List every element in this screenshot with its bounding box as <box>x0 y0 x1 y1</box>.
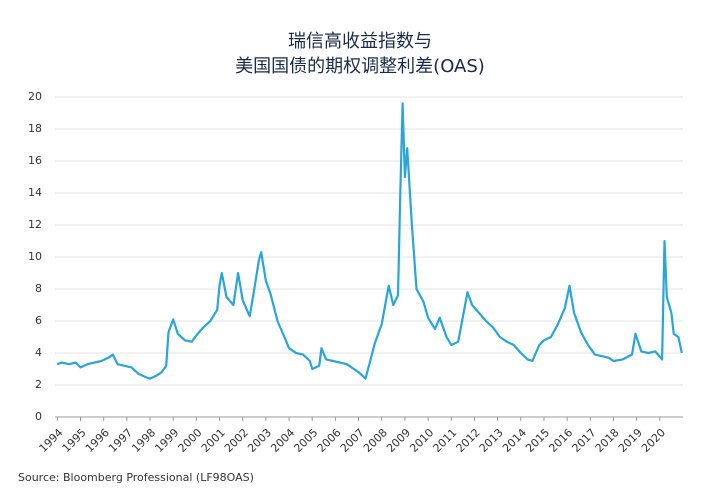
chart-title: 美国国债的期权调整利差(OAS) <box>235 56 485 77</box>
y-tick-label: 8 <box>35 282 42 295</box>
x-tick-label: 2018 <box>593 426 622 455</box>
x-tick-label: 1994 <box>37 426 66 455</box>
x-tick-label: 1996 <box>83 426 112 455</box>
source: Source: Bloomberg Professional (LF98OAS) <box>18 471 254 484</box>
x-tick-label: 2011 <box>431 426 460 455</box>
x-tick-label: 2002 <box>222 426 251 455</box>
x-tick-label: 2007 <box>338 426 367 455</box>
y-tick-label: 4 <box>35 346 42 359</box>
x-tick-label: 2012 <box>454 426 483 455</box>
x-tick-label: 2005 <box>291 426 320 455</box>
x-tick-label: 2017 <box>570 426 599 455</box>
y-tick-label: 0 <box>35 410 42 423</box>
y-tick-label: 18 <box>28 122 42 135</box>
x-tick-label: 2014 <box>500 426 529 455</box>
x-tick-label: 2006 <box>315 426 344 455</box>
x-tick-label: 1999 <box>152 426 181 455</box>
x-tick-label: 2010 <box>407 426 436 455</box>
x-tick-label: 2000 <box>176 426 205 455</box>
x-tick-label: 2001 <box>199 426 228 455</box>
y-tick-label: 6 <box>35 314 42 327</box>
x-tick-label: 2009 <box>384 426 413 455</box>
y-tick-label: 12 <box>28 218 42 231</box>
y-tick-label: 16 <box>28 154 42 167</box>
x-tick-label: 2003 <box>245 426 274 455</box>
x-tick-label: 2008 <box>361 426 390 455</box>
x-tick-label: 2016 <box>546 426 575 455</box>
x-tick-label: 2015 <box>523 426 552 455</box>
x-tick-label: 1998 <box>129 426 158 455</box>
line-series <box>56 102 683 380</box>
x-tick-label: 1995 <box>60 426 89 455</box>
x-tick-label: 2019 <box>616 426 645 455</box>
x-tick-label: 1997 <box>106 426 135 455</box>
y-tick-label: 14 <box>28 186 42 199</box>
x-tick-label: 2013 <box>477 426 506 455</box>
y-tick-label: 20 <box>28 90 42 103</box>
x-tick-label: 2004 <box>268 426 297 455</box>
y-tick-label: 10 <box>28 250 42 263</box>
x-tick-label: 2020 <box>639 426 668 455</box>
y-tick-label: 2 <box>35 378 42 391</box>
chart-title: 瑞信高收益指数与 <box>288 31 432 52</box>
